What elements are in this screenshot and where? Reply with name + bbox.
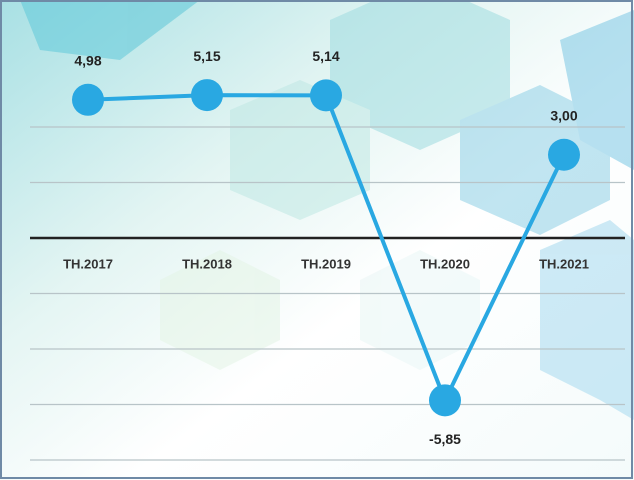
point bbox=[191, 79, 223, 112]
data-label: 5,15 bbox=[193, 48, 220, 64]
point bbox=[548, 138, 580, 171]
data-label: -5,85 bbox=[429, 431, 461, 447]
data-label: 3,00 bbox=[550, 107, 577, 123]
x-tick-label: TH.2017 bbox=[63, 256, 113, 271]
point bbox=[310, 79, 342, 112]
point bbox=[72, 83, 104, 116]
data-label: 5,14 bbox=[312, 48, 339, 64]
x-tick-label: TH.2020 bbox=[420, 256, 470, 271]
x-tick-label: TH.2019 bbox=[301, 256, 351, 271]
x-tick-label: TH.2021 bbox=[539, 256, 589, 271]
point bbox=[429, 384, 461, 417]
x-tick-label: TH.2018 bbox=[182, 256, 232, 271]
hexagon-decor bbox=[20, 0, 634, 420]
data-label: 4,98 bbox=[74, 53, 101, 69]
